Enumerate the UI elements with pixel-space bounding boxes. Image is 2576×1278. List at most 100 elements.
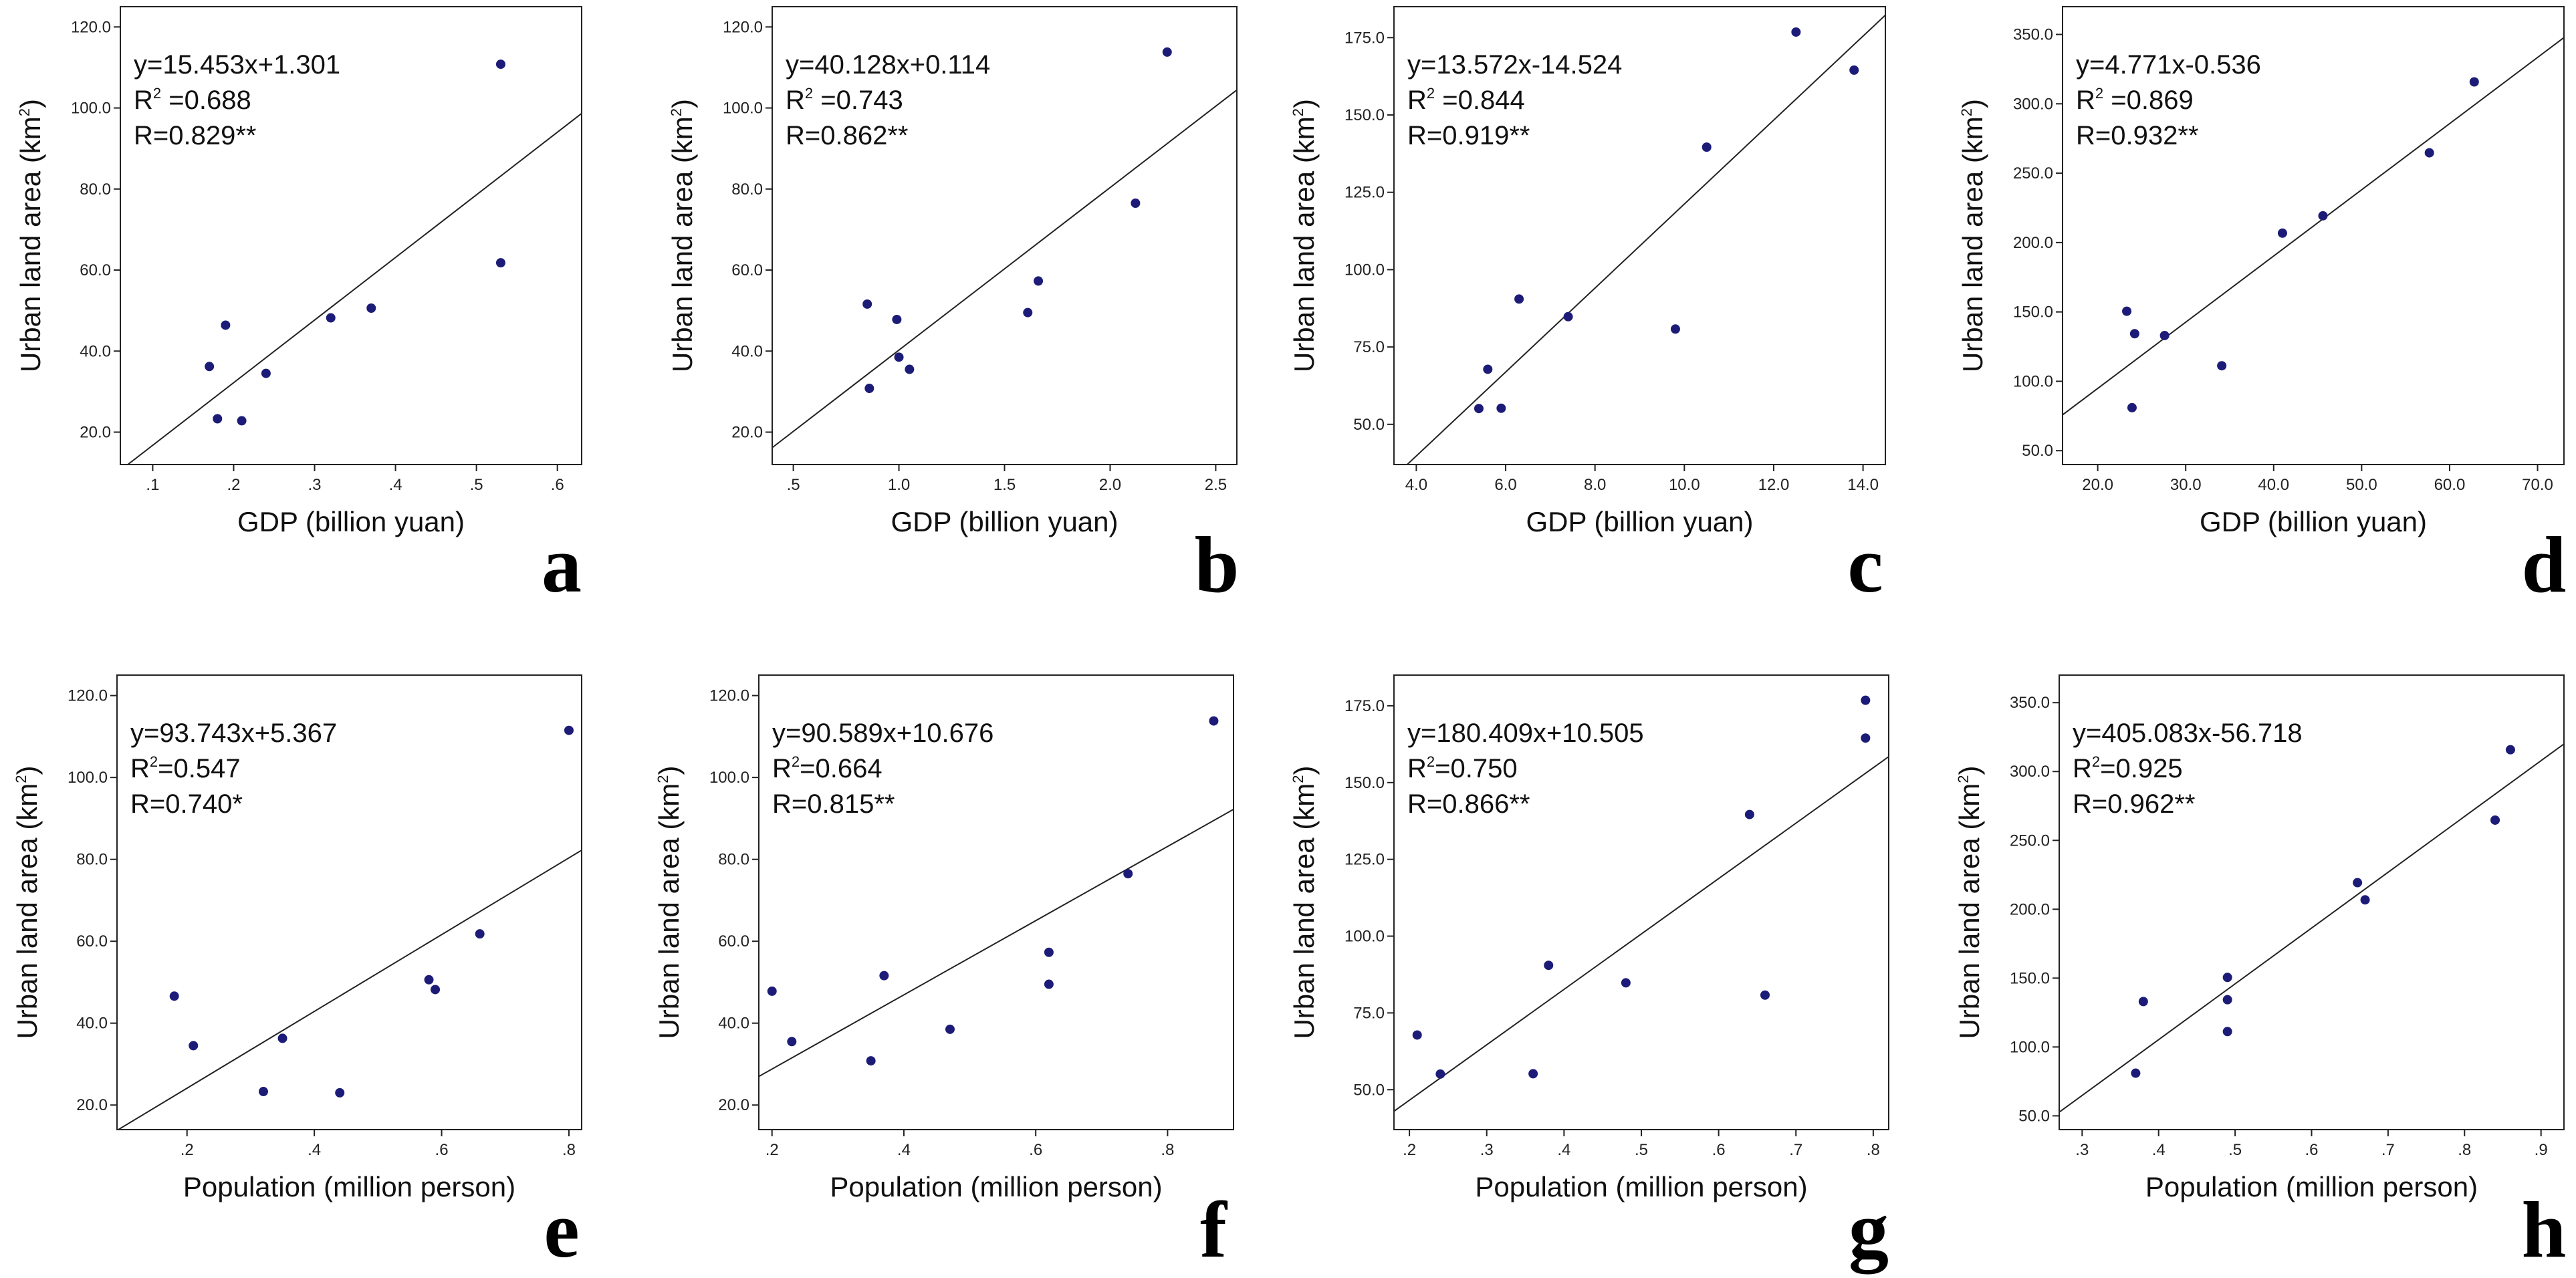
data-point <box>879 971 889 981</box>
data-point <box>1131 199 1141 209</box>
x-tick-label: .5 <box>470 476 483 494</box>
plot-frame <box>1393 6 1886 465</box>
data-point <box>261 368 271 378</box>
correlation-text: R=0.815** <box>772 789 895 819</box>
y-tick-label: 200.0 <box>2010 900 2050 918</box>
y-tick-label: 20.0 <box>731 424 763 442</box>
y-tick-label: 50.0 <box>1353 416 1385 434</box>
x-tick-label: .3 <box>2075 1141 2089 1159</box>
data-point <box>905 364 915 374</box>
y-tick-label: 100.0 <box>709 769 749 787</box>
chart-panel-e: 20.0 40.0 60.0 80.0 100.0 120.0 .2 .4 .6 .8 y=93.7… <box>11 674 582 1274</box>
y-tick-label: 75.0 <box>1353 1004 1385 1022</box>
y-tick-label: 20.0 <box>80 424 111 442</box>
y-tick-label: 60.0 <box>731 261 763 279</box>
correlation-text: R=0.962** <box>2073 789 2195 819</box>
data-point <box>2353 878 2363 888</box>
data-point <box>2122 306 2132 316</box>
y-tick-label: 100.0 <box>71 100 111 118</box>
regression-equation: y=13.572x-14.524 <box>1407 50 1622 80</box>
chart-panel-a: 20.0 40.0 60.0 80.0 100.0 120.0 .1 .2 .3 .4 .5 .6 y=… <box>15 6 582 609</box>
data-point <box>237 416 247 426</box>
data-point <box>475 929 485 939</box>
y-tick-label: 120.0 <box>723 18 763 36</box>
y-tick-label: 100.0 <box>2013 372 2053 390</box>
data-point <box>945 1024 955 1034</box>
data-point <box>495 59 505 70</box>
data-point <box>221 320 231 330</box>
x-tick-label: .2 <box>227 476 240 494</box>
regression-equation: y=15.453x+1.301 <box>134 50 340 80</box>
x-tick-label: 30.0 <box>2170 476 2202 494</box>
data-point <box>431 985 441 995</box>
y-tick-label: 60.0 <box>76 932 108 950</box>
data-point <box>1621 978 1631 988</box>
data-point <box>2127 402 2137 412</box>
data-point <box>1528 1069 1538 1079</box>
plot-frame <box>120 6 582 465</box>
chart-panel-b: 20.0 40.0 60.0 80.0 100.0 120.0 .5 1.0 1.5 2.0 2.5… <box>667 6 1239 609</box>
data-point <box>495 258 505 268</box>
data-point <box>326 313 336 323</box>
y-tick-label: 20.0 <box>718 1096 749 1114</box>
y-tick-label: 100.0 <box>2010 1038 2050 1056</box>
x-tick-label: 70.0 <box>2522 476 2553 494</box>
x-tick-label: .6 <box>435 1141 449 1159</box>
r-squared-text: R2 =0.869 <box>2076 85 2194 115</box>
regression-line <box>759 809 1234 1077</box>
y-tick-label: 60.0 <box>80 261 111 279</box>
chart-panel-h: 50.0 100.0 150.0 200.0 250.0 300.0 350.0 .3 .4 .5… <box>1954 674 2567 1274</box>
chart-panel-f: 20.0 40.0 60.0 80.0 100.0 120.0 .2 .4 .6 .8 y=90.5… <box>653 674 1234 1274</box>
y-axis-label: Urban land area (km2) <box>653 765 685 1039</box>
chart-panel-d: 50.0 100.0 150.0 200.0 250.0 300.0 350.0 20.0 30… <box>1957 6 2566 609</box>
panel-letter: a <box>542 520 582 609</box>
data-point <box>1496 403 1506 413</box>
data-point <box>1861 733 1871 743</box>
y-tick-label: 250.0 <box>2013 164 2053 182</box>
r-squared-text: R2=0.925 <box>2073 753 2183 783</box>
y-tick-label: 50.0 <box>2018 1107 2050 1125</box>
panel-letter: h <box>2522 1185 2567 1274</box>
y-tick-label: 300.0 <box>2013 95 2053 113</box>
regression-equation: y=180.409x+10.505 <box>1407 719 1644 748</box>
data-point <box>366 303 376 313</box>
x-tick-label: 60.0 <box>2434 476 2466 494</box>
y-tick-label: 175.0 <box>1344 697 1385 715</box>
x-tick-label: .2 <box>766 1141 779 1159</box>
y-tick-label: 125.0 <box>1344 851 1385 869</box>
panel-letter: c <box>1847 520 1883 609</box>
x-tick-label: .1 <box>146 476 159 494</box>
data-point <box>2360 895 2370 905</box>
data-point <box>2505 745 2515 755</box>
correlation-text: R=0.862** <box>786 121 908 150</box>
y-tick-label: 150.0 <box>1344 774 1385 792</box>
y-tick-label: 120.0 <box>71 18 111 36</box>
data-point <box>2277 228 2287 238</box>
plot-frame <box>2062 6 2565 465</box>
x-tick-label: .4 <box>1557 1141 1570 1159</box>
regression-equation: y=93.743x+5.367 <box>130 719 337 748</box>
data-point <box>2217 361 2227 371</box>
y-tick-label: 40.0 <box>731 342 763 360</box>
plot-frame <box>758 674 1234 1130</box>
data-point <box>1123 869 1133 879</box>
data-point <box>2129 329 2139 339</box>
y-tick-label: 20.0 <box>76 1096 108 1114</box>
y-tick-label: 350.0 <box>2013 26 2053 44</box>
y-tick-label: 80.0 <box>80 180 111 199</box>
x-axis-label: GDP (billion yuan) <box>2200 506 2427 537</box>
data-point <box>1044 947 1054 957</box>
x-tick-label: 1.5 <box>993 476 1016 494</box>
y-tick-label: 40.0 <box>76 1015 108 1033</box>
data-point <box>1744 809 1754 819</box>
y-axis-label: Urban land area (km2) <box>11 765 43 1039</box>
y-tick-label: 150.0 <box>2013 303 2053 322</box>
data-point <box>2138 997 2148 1007</box>
x-axis-label: Population (million person) <box>2145 1171 2478 1202</box>
x-tick-label: .5 <box>1635 1141 1648 1159</box>
y-tick-label: 150.0 <box>2010 969 2050 987</box>
data-point <box>894 352 904 362</box>
data-point <box>2222 995 2232 1005</box>
regression-equation: y=40.128x+0.114 <box>786 50 990 80</box>
y-tick-label: 120.0 <box>68 687 108 705</box>
